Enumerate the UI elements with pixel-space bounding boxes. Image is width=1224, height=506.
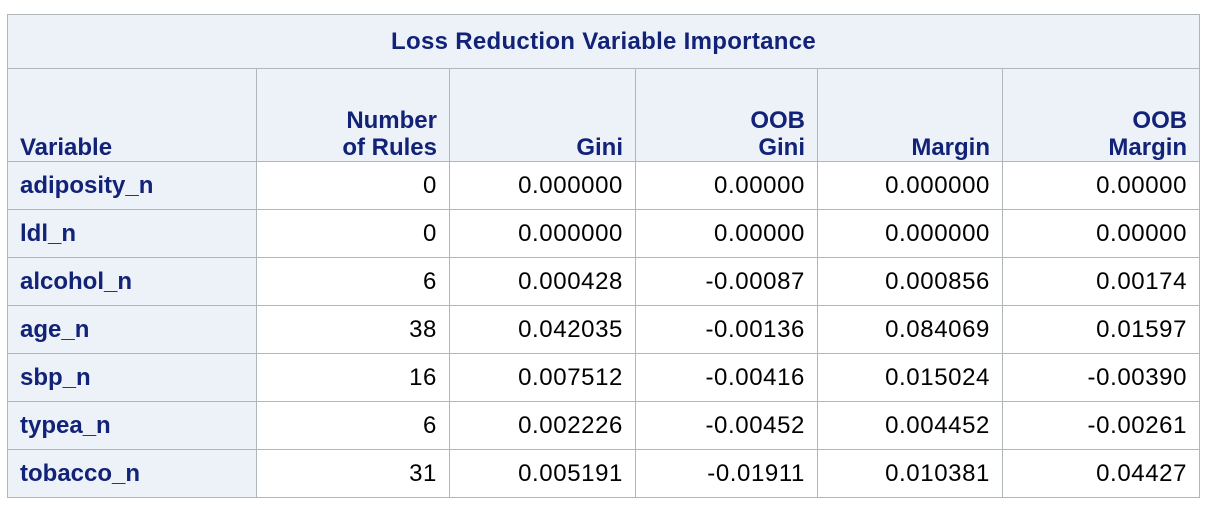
table-row: alcohol_n 6 0.000428 -0.00087 0.000856 0… [7,257,1201,306]
column-header-margin: Margin [817,68,1003,162]
header-line: Gini [758,134,805,161]
header-line: of Rules [342,134,437,161]
table-row: adiposity_n 0 0.000000 0.00000 0.000000 … [7,161,1201,210]
column-header-oob-gini: OOB Gini [635,68,818,162]
cell-oob-margin: -0.00261 [1001,401,1201,450]
row-variable-name: alcohol_n [7,257,257,306]
cell-oob-margin: -0.00390 [1001,353,1201,402]
row-variable-name: adiposity_n [7,161,257,210]
table-container: Loss Reduction Variable Importance Varia… [6,14,1201,498]
cell-gini: 0.007512 [449,353,636,402]
cell-number-of-rules: 6 [256,401,450,450]
row-variable-name: age_n [7,305,257,354]
table-row: age_n 38 0.042035 -0.00136 0.084069 0.01… [7,305,1201,354]
row-variable-name: tobacco_n [7,449,257,498]
cell-margin: 0.000000 [817,161,1003,210]
row-variable-name: typea_n [7,401,257,450]
column-header-oob-margin: OOB Margin [1001,68,1201,162]
cell-gini: 0.002226 [449,401,636,450]
cell-number-of-rules: 16 [256,353,450,402]
row-variable-name: sbp_n [7,353,257,402]
cell-margin: 0.010381 [817,449,1003,498]
cell-oob-margin: 0.00000 [1001,161,1201,210]
cell-oob-margin: 0.00174 [1001,257,1201,306]
cell-margin: 0.000000 [817,209,1003,258]
cell-margin: 0.004452 [817,401,1003,450]
cell-oob-gini: -0.00416 [635,353,818,402]
cell-gini: 0.000428 [449,257,636,306]
table-row: sbp_n 16 0.007512 -0.00416 0.015024 -0.0… [7,353,1201,402]
cell-oob-margin: 0.04427 [1001,449,1201,498]
table-row: ldl_n 0 0.000000 0.00000 0.000000 0.0000… [7,209,1201,258]
row-variable-name: ldl_n [7,209,257,258]
header-line: Number [346,107,437,134]
header-line: OOB [1132,107,1188,134]
cell-number-of-rules: 38 [256,305,450,354]
cell-margin: 0.015024 [817,353,1003,402]
cell-margin: 0.000856 [817,257,1003,306]
cell-gini: 0.042035 [449,305,636,354]
table-row: tobacco_n 31 0.005191 -0.01911 0.010381 … [7,449,1201,498]
cell-oob-gini: -0.01911 [635,449,818,498]
table-row: typea_n 6 0.002226 -0.00452 0.004452 -0.… [7,401,1201,450]
cell-oob-gini: -0.00087 [635,257,818,306]
cell-number-of-rules: 0 [256,161,450,210]
cell-number-of-rules: 6 [256,257,450,306]
column-header-variable: Variable [7,68,257,162]
cell-number-of-rules: 31 [256,449,450,498]
cell-gini: 0.000000 [449,161,636,210]
header-line: Margin [1108,134,1188,161]
column-header-gini: Gini [449,68,636,162]
cell-gini: 0.005191 [449,449,636,498]
header-row: Variable Number of Rules Gini OOB Gini Mar… [7,68,1201,162]
header-line: OOB [750,107,805,134]
cell-oob-gini: -0.00136 [635,305,818,354]
table-title: Loss Reduction Variable Importance [6,14,1201,69]
cell-gini: 0.000000 [449,209,636,258]
cell-oob-gini: 0.00000 [635,209,818,258]
cell-number-of-rules: 0 [256,209,450,258]
column-header-variable-label: Variable [20,134,113,161]
variable-importance-table: Loss Reduction Variable Importance Varia… [6,14,1201,498]
cell-oob-margin: 0.01597 [1001,305,1201,354]
cell-oob-margin: 0.00000 [1001,209,1201,258]
column-header-margin-label: Margin [911,134,990,161]
title-row: Loss Reduction Variable Importance [6,14,1201,69]
cell-margin: 0.084069 [817,305,1003,354]
cell-oob-gini: 0.00000 [635,161,818,210]
column-header-gini-label: Gini [576,134,623,161]
cell-oob-gini: -0.00452 [635,401,818,450]
column-header-number-of-rules: Number of Rules [256,68,450,162]
